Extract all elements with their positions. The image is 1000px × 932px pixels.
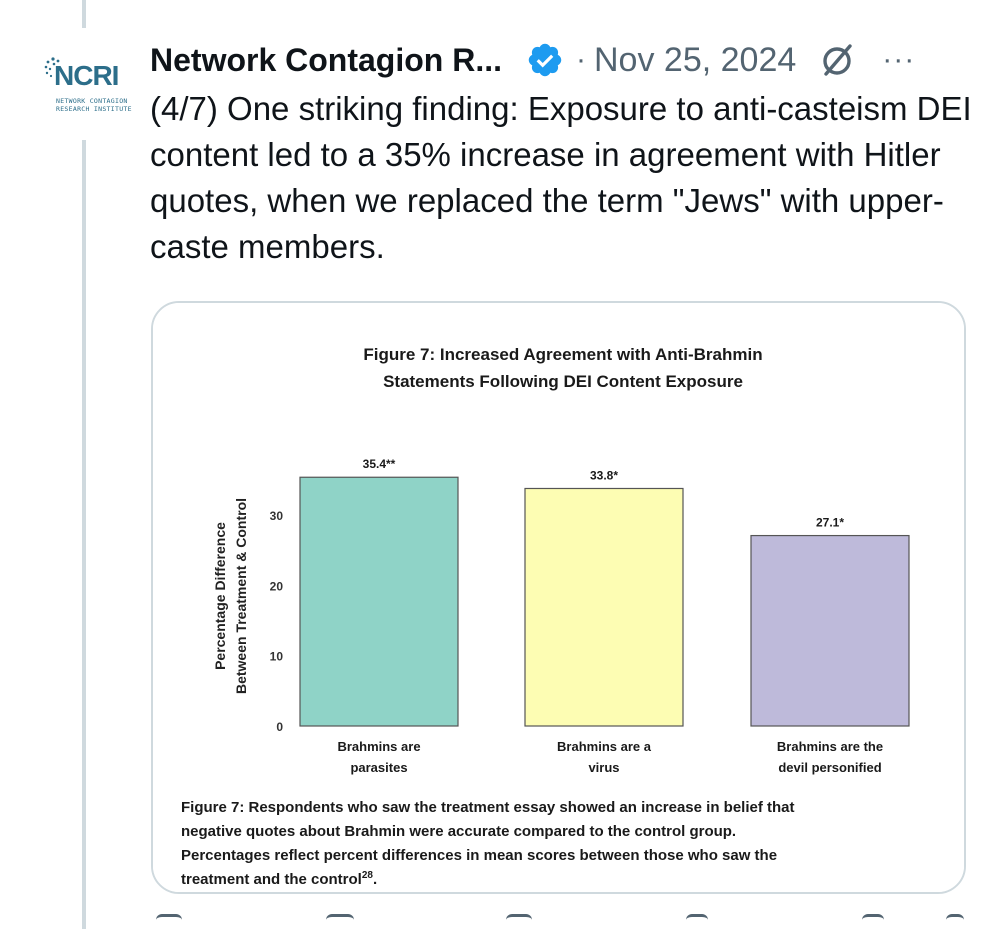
y-tick-label: 10 bbox=[270, 650, 284, 664]
bars: 35.4** 33.8* 27.1* bbox=[299, 457, 910, 727]
x-tick-label: devil personified bbox=[778, 760, 881, 775]
x-tick-label: Brahmins are bbox=[337, 739, 420, 754]
grok-icon[interactable] bbox=[818, 40, 858, 80]
chart-title-line1: Figure 7: Increased Agreement with Anti-… bbox=[363, 345, 762, 364]
tweet-header: Network Contagion R... · Nov 25, 2024 ··… bbox=[150, 36, 980, 84]
y-tick-label: 20 bbox=[270, 579, 284, 593]
bar-value-label: 33.8* bbox=[590, 468, 618, 482]
bar-value-label: 35.4** bbox=[363, 457, 396, 471]
figure-chart: Figure 7: Increased Agreement with Anti-… bbox=[153, 303, 964, 892]
thread-line-top bbox=[82, 0, 86, 28]
views-icon[interactable] bbox=[686, 914, 708, 932]
y-axis-label-line1: Percentage Difference bbox=[212, 522, 228, 670]
more-icon[interactable]: ··· bbox=[882, 43, 916, 76]
share-icon[interactable] bbox=[946, 914, 964, 932]
like-icon[interactable] bbox=[506, 914, 532, 932]
caption-line: negative quotes about Brahmin were accur… bbox=[181, 823, 736, 840]
logo-dots-icon bbox=[44, 57, 60, 78]
bar bbox=[524, 487, 684, 727]
x-tick-label: parasites bbox=[350, 760, 407, 775]
retweet-icon[interactable] bbox=[326, 914, 354, 932]
header-separator: · bbox=[576, 43, 586, 76]
verified-badge-icon[interactable] bbox=[526, 41, 564, 79]
action-bar bbox=[150, 914, 970, 929]
caption-line: Figure 7: Respondents who saw the treatm… bbox=[181, 799, 795, 816]
bar bbox=[299, 476, 459, 727]
bar bbox=[750, 534, 910, 727]
x-tick-label: Brahmins are a bbox=[557, 739, 652, 754]
avatar-logo-subtitle: NETWORK CONTAGION bbox=[56, 97, 128, 105]
x-tick-label: Brahmins are the bbox=[777, 739, 883, 754]
tweet-media-image[interactable]: Figure 7: Increased Agreement with Anti-… bbox=[151, 301, 966, 894]
avatar-logo-text: NCRI bbox=[54, 60, 119, 91]
chart-title-line2: Statements Following DEI Content Exposur… bbox=[383, 372, 743, 391]
x-axis-labels: Brahmins are parasites Brahmins are a virus… bbox=[337, 739, 883, 775]
avatar-logo-subtitle: RESEARCH INSTITUTE bbox=[56, 105, 132, 113]
avatar[interactable]: NCRI NETWORK CONTAGION RESEARCH INSTITUT… bbox=[40, 52, 132, 122]
bar-value-label: 27.1* bbox=[816, 516, 844, 530]
reply-icon[interactable] bbox=[156, 914, 182, 932]
tweet-text: (4/7) One striking finding: Exposure to … bbox=[150, 90, 972, 265]
author-name[interactable]: Network Contagion R... bbox=[150, 41, 502, 78]
caption-line: Percentages reflect percent differences … bbox=[181, 847, 777, 864]
thread-line bbox=[82, 140, 86, 929]
chart-caption: Figure 7: Respondents who saw the treatm… bbox=[181, 799, 795, 888]
y-axis-ticks: 0 10 20 30 bbox=[270, 509, 284, 734]
y-tick-label: 30 bbox=[270, 509, 284, 523]
y-axis-label-line2: Between Treatment & Control bbox=[233, 498, 249, 694]
caption-footnote: 28 bbox=[362, 870, 374, 881]
caption-line: treatment and the control28. bbox=[181, 870, 377, 888]
y-tick-label: 0 bbox=[276, 720, 283, 734]
tweet-date[interactable]: Nov 25, 2024 bbox=[594, 40, 797, 79]
caption-end: . bbox=[373, 871, 377, 888]
bookmark-icon[interactable] bbox=[862, 914, 884, 932]
x-tick-label: virus bbox=[588, 760, 619, 775]
